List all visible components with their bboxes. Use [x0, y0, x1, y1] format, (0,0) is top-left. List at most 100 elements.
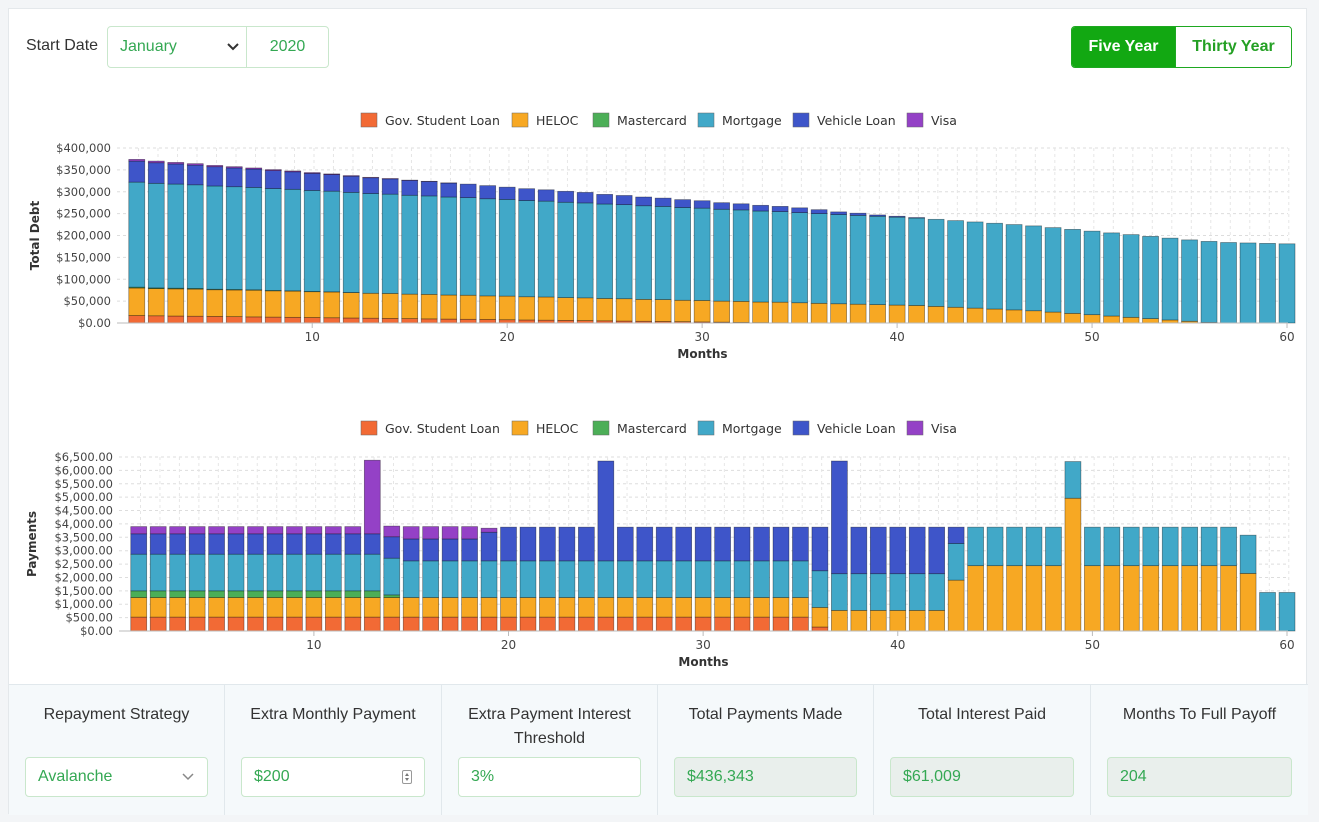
bar-segment: [733, 526, 751, 562]
strategy-select[interactable]: Avalanche: [25, 757, 208, 797]
bar-segment: [401, 180, 419, 196]
bar-segment: [323, 317, 341, 324]
bar-stack: [1220, 526, 1237, 632]
legend-label: Mortgage: [722, 113, 782, 128]
bar-segment: [344, 616, 362, 632]
x-axis-title: Months: [678, 655, 728, 669]
bar-segment: [402, 526, 420, 540]
bar-segment: [1045, 565, 1062, 632]
bar-segment: [674, 207, 691, 301]
thirty-year-button[interactable]: Thirty Year: [1175, 27, 1291, 67]
bar-stack: [286, 526, 303, 632]
bar-segment: [284, 171, 302, 190]
extra-payment-input[interactable]: $200: [241, 757, 425, 797]
legend-item: Mortgage: [697, 112, 782, 128]
bar-segment: [597, 560, 615, 598]
bar-segment: [147, 288, 165, 317]
bar-segment: [167, 162, 185, 165]
y-tick-label: $1,500.00: [54, 584, 113, 598]
bar-segment: [791, 207, 808, 213]
legend-swatch: [906, 420, 924, 436]
bar-segment: [461, 526, 478, 540]
bar-segment: [1181, 239, 1198, 322]
bar-segment: [227, 590, 245, 598]
y-tick-label: $250,000: [56, 207, 111, 221]
bar-segment: [908, 610, 926, 632]
bar-segment: [636, 616, 654, 632]
y-tick-label: $6,000.00: [54, 463, 113, 477]
bar-segment: [771, 301, 789, 324]
bar-segment: [518, 200, 536, 298]
bar-stack: [967, 526, 984, 632]
bar-segment: [947, 543, 965, 581]
legend-item: Mastercard: [592, 112, 687, 128]
bar-segment: [325, 553, 342, 592]
legend-item: Visa: [906, 112, 957, 128]
bar-segment: [713, 202, 730, 210]
chevron-down-icon: [181, 770, 195, 784]
chart-legend: Gov. Student Loan HELOC Mastercard Mortgage…: [360, 112, 957, 128]
bar-segment: [422, 597, 439, 618]
bar-segment: [810, 213, 828, 304]
bar-segment: [557, 190, 575, 203]
month-select[interactable]: January: [108, 27, 247, 67]
bar-segment: [1259, 243, 1276, 324]
bar-segment: [1161, 237, 1179, 321]
number-spinner-icon[interactable]: [402, 770, 412, 784]
bar-stack: [383, 525, 401, 632]
summary-panel: Repayment Strategy Avalanche Extra Month…: [9, 684, 1308, 815]
bar-segment: [284, 170, 302, 173]
bar-stack: [1006, 526, 1023, 632]
threshold-input[interactable]: 3%: [458, 757, 641, 797]
bar-segment: [344, 533, 362, 555]
bar-segment: [459, 294, 477, 320]
y-tick-label: $400,000: [56, 141, 111, 155]
year-input[interactable]: 2020: [269, 38, 306, 55]
bar-segment: [188, 526, 206, 535]
bar-segment: [186, 164, 204, 186]
bar-segment: [227, 526, 245, 535]
bar-segment: [188, 616, 206, 632]
bar-segment: [927, 306, 945, 324]
bar-stack: [422, 526, 439, 632]
bar-segment: [402, 616, 420, 632]
legend-label: HELOC: [536, 113, 579, 128]
bar-stack: [480, 527, 498, 632]
threshold-cell: Extra Payment Interest Threshold 3%: [442, 685, 658, 815]
bar-segment: [381, 193, 399, 294]
bar-segment: [266, 533, 284, 555]
bar-segment: [362, 292, 380, 319]
bar-segment: [479, 319, 497, 324]
bar-stack: [227, 526, 245, 632]
bar-segment: [733, 560, 751, 598]
bar-segment: [247, 616, 264, 632]
bar-stack: [810, 209, 828, 324]
bar-stack: [1142, 236, 1159, 324]
legend-label: Gov. Student Loan: [385, 113, 500, 128]
bar-segment: [323, 291, 341, 319]
bar-stack: [264, 169, 282, 324]
bar-segment: [227, 533, 245, 555]
bar-segment: [167, 288, 185, 317]
bar-segment: [266, 597, 284, 618]
bar-stack: [792, 526, 809, 632]
bar-stack: [206, 165, 224, 324]
bar-segment: [1239, 534, 1257, 574]
bar-segment: [325, 616, 342, 632]
bar-segment: [1142, 565, 1160, 632]
bar-stack: [771, 206, 789, 324]
bar-segment: [422, 616, 439, 632]
bar-segment: [1005, 224, 1023, 311]
five-year-button[interactable]: Five Year: [1072, 27, 1175, 67]
bar-stack: [947, 526, 965, 632]
bar-stack: [733, 526, 751, 632]
total-payments-label: Total Payments Made: [688, 706, 843, 723]
threshold-label: Extra Payment Interest Threshold: [468, 706, 631, 747]
bar-segment: [850, 526, 868, 575]
bar-stack: [247, 526, 264, 632]
bar-segment: [772, 616, 790, 632]
bar-segment: [597, 597, 615, 618]
chart-legend: Gov. Student Loan HELOC Mastercard Mortgage…: [360, 420, 957, 436]
bar-segment: [1278, 592, 1296, 632]
bar-stack: [325, 526, 342, 632]
